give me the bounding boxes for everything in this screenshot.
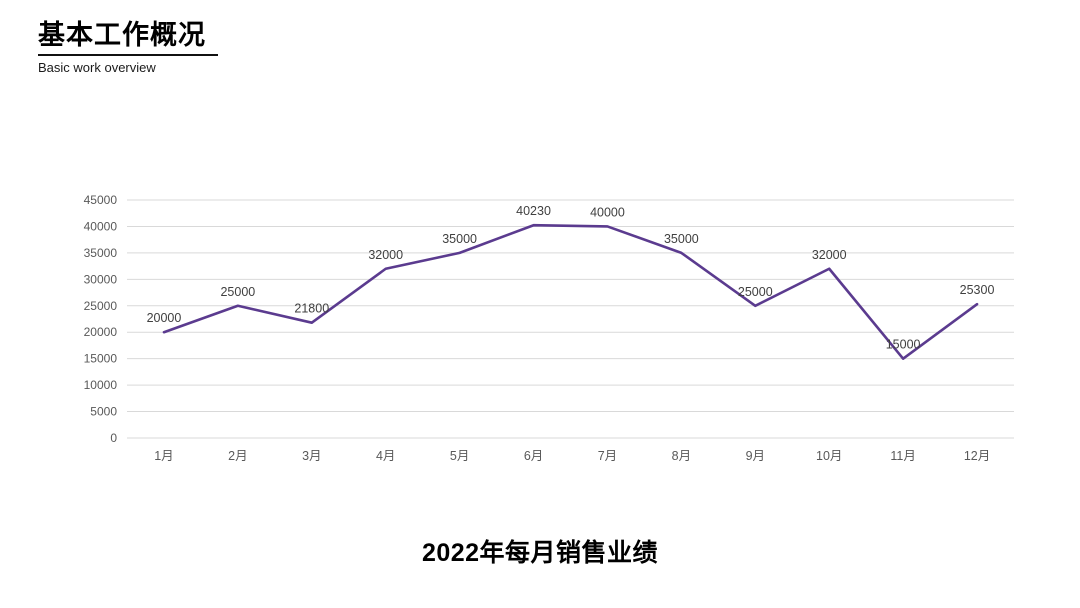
y-axis-label: 15000 bbox=[84, 352, 118, 366]
line-chart-svg: 0 5000 10000 15000 20000 25000 30000 35000 40000… bbox=[84, 193, 1014, 463]
x-axis-label: 2月 bbox=[228, 449, 247, 463]
chart-title: 2022年每月销售业绩 bbox=[421, 539, 659, 567]
x-axis-label: 11月 bbox=[890, 449, 915, 463]
series-line bbox=[162, 223, 979, 360]
data-point-label: 35000 bbox=[442, 232, 477, 246]
y-axis-label: 40000 bbox=[84, 219, 118, 233]
x-axis-label: 12月 bbox=[964, 449, 990, 463]
x-axis-label: 5月 bbox=[450, 449, 469, 463]
data-point-label: 40230 bbox=[516, 204, 551, 218]
header: 基本工作概况 Basic work overview bbox=[38, 20, 218, 75]
page-title: 基本工作概况 bbox=[38, 20, 206, 50]
data-point-label: 20000 bbox=[147, 311, 182, 325]
y-axis-label: 30000 bbox=[84, 272, 118, 286]
data-point-label: 25000 bbox=[220, 285, 255, 299]
y-axis-label: 45000 bbox=[84, 193, 118, 207]
page-subtitle: Basic work overview bbox=[38, 60, 156, 76]
title-divider bbox=[38, 54, 218, 57]
data-point-label: 32000 bbox=[368, 248, 403, 262]
y-axis-label: 35000 bbox=[84, 246, 118, 260]
x-axis-label: 9月 bbox=[746, 449, 765, 463]
x-axis-label: 1月 bbox=[154, 449, 173, 463]
x-axis-label: 4月 bbox=[376, 449, 395, 463]
data-point-label: 15000 bbox=[886, 338, 921, 352]
data-point-label: 25000 bbox=[738, 285, 773, 299]
y-axis-label: 0 bbox=[110, 431, 117, 445]
x-axis-label: 7月 bbox=[598, 449, 617, 463]
data-point-label: 25300 bbox=[960, 283, 995, 297]
y-axis-label: 5000 bbox=[90, 405, 117, 419]
x-axis-label: 6月 bbox=[524, 449, 543, 463]
x-axis-label: 3月 bbox=[302, 449, 321, 463]
data-point-label: 32000 bbox=[812, 248, 847, 262]
y-axis-label: 25000 bbox=[84, 299, 118, 313]
y-axis-label: 20000 bbox=[84, 325, 118, 339]
y-axis-label: 10000 bbox=[84, 378, 118, 392]
line-chart: 0 5000 10000 15000 20000 25000 30000 35000 40000… bbox=[52, 182, 1027, 477]
data-point-label: 40000 bbox=[590, 205, 625, 219]
data-point-label: 21800 bbox=[294, 302, 329, 316]
x-axis-label: 8月 bbox=[672, 449, 691, 463]
data-point-label: 35000 bbox=[664, 232, 699, 246]
x-axis-label: 10月 bbox=[816, 449, 842, 463]
